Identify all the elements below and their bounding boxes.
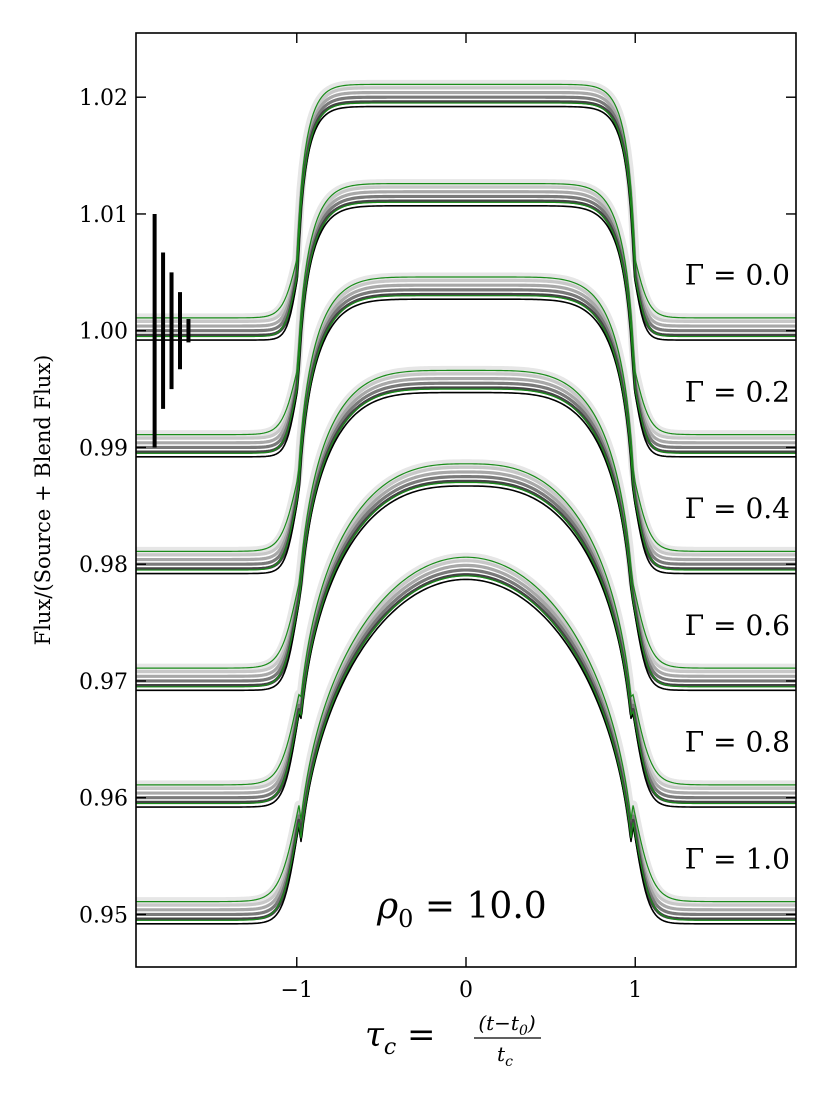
series-band xyxy=(136,465,796,790)
series-band xyxy=(136,86,796,323)
svg-text:(t−t0): (t−t0) xyxy=(478,1011,535,1039)
series-band xyxy=(136,479,796,804)
series-band xyxy=(136,475,796,800)
y-tick-label: 1.02 xyxy=(79,86,128,111)
plot-area: Γ = 0.0 Γ = 0.2 Γ = 0.4 Γ = 0.6 Γ = 0.8 Γ = 1… xyxy=(133,79,799,925)
gamma-label: Γ = 0.8 xyxy=(685,726,790,759)
svg-text:τc =: τc = xyxy=(365,1015,435,1060)
series-band xyxy=(136,105,796,341)
series-outline-upper xyxy=(136,276,796,552)
gamma-label: Γ = 1.0 xyxy=(685,842,790,875)
series-band xyxy=(136,185,796,440)
series-band xyxy=(136,292,796,571)
series-band xyxy=(136,288,796,566)
series-outline-lower xyxy=(136,575,796,921)
series-outline-lower xyxy=(136,201,796,454)
y-tick-label: 0.96 xyxy=(79,787,128,812)
gamma-label: Γ = 0.0 xyxy=(685,259,790,292)
gamma-label: Γ = 0.4 xyxy=(685,492,790,525)
series-outline-upper xyxy=(136,556,796,903)
series-band xyxy=(136,100,796,337)
series-band xyxy=(136,573,796,921)
series-band xyxy=(136,563,796,912)
series-outline-upper xyxy=(136,369,796,669)
series-curve xyxy=(133,365,799,692)
series-outline-lower xyxy=(136,481,796,805)
series-band xyxy=(136,568,796,917)
series-band xyxy=(136,578,796,925)
series-band xyxy=(136,470,796,795)
y-tick-label: 1.00 xyxy=(79,320,128,345)
series-outline-lower xyxy=(136,102,796,338)
series-curve xyxy=(133,459,799,808)
series-band xyxy=(136,381,796,683)
series-curve xyxy=(133,179,799,458)
y-tick-label: 0.99 xyxy=(79,436,128,461)
series-band xyxy=(136,204,796,458)
series-outline-upper xyxy=(136,463,796,786)
gamma-label: Γ = 0.6 xyxy=(685,609,790,642)
series-outline-upper xyxy=(136,83,796,319)
series-outline-lower xyxy=(136,388,796,688)
series-curve xyxy=(133,79,799,341)
series-outline-upper xyxy=(136,183,796,436)
gamma-label: Γ = 0.2 xyxy=(685,375,790,408)
x-tick-label: 0 xyxy=(459,978,473,1003)
x-tick-label: −1 xyxy=(281,978,313,1003)
series-band xyxy=(136,376,796,678)
series-band xyxy=(136,485,796,808)
y-tick-label: 0.95 xyxy=(79,903,128,928)
axis-ticks: 0.95 0.96 0.97 0.98 0.99 1.00 1.01 1.02 −1 0 1 xyxy=(79,33,796,1003)
y-tick-label: 0.98 xyxy=(79,553,128,578)
series-band xyxy=(136,190,796,445)
series-band xyxy=(136,283,796,562)
series-curve xyxy=(133,552,799,925)
series-band xyxy=(136,372,796,674)
rho-annotation: ρ0 = 10.0 xyxy=(376,886,547,933)
series-band xyxy=(136,95,796,333)
series-band xyxy=(136,194,796,450)
series-band xyxy=(136,199,796,454)
series-outline-lower xyxy=(136,295,796,571)
series-band xyxy=(136,298,796,575)
series-band xyxy=(136,90,796,328)
series-curve xyxy=(133,272,799,575)
y-tick-label: 1.01 xyxy=(79,203,128,228)
x-tick-label: 1 xyxy=(628,978,642,1003)
x-axis-label: τc = (t−t0) tc xyxy=(365,1011,541,1070)
y-tick-label: 0.97 xyxy=(79,670,128,695)
series-band xyxy=(136,559,796,907)
svg-text:tc: tc xyxy=(497,1042,513,1070)
y-axis-label: Flux/(Source + Blend Flux) xyxy=(31,355,55,646)
series-band xyxy=(136,391,796,692)
series-band xyxy=(136,386,796,688)
series-band xyxy=(136,278,796,557)
